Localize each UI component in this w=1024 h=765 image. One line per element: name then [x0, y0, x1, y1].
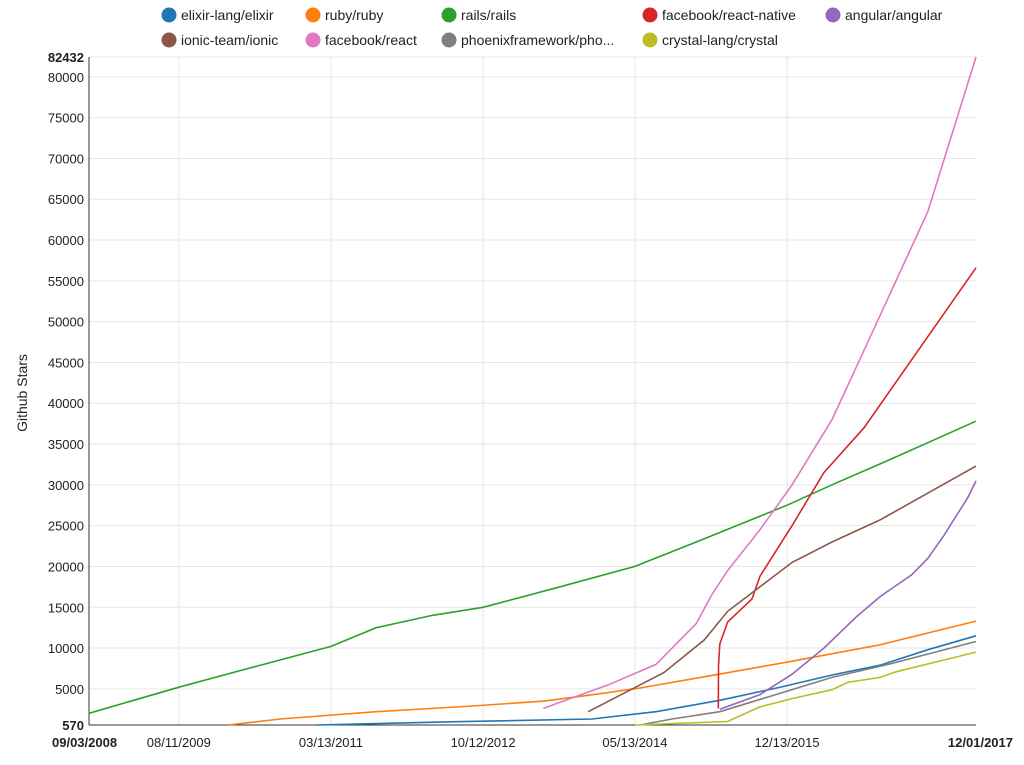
x-tick-label: 05/13/2014 [602, 735, 667, 750]
series-line-facebook-react [543, 56, 977, 710]
y-tick-label: 5000 [55, 682, 84, 697]
series-lines [88, 56, 977, 726]
grid [89, 56, 976, 726]
x-tick-label: 08/11/2009 [147, 735, 211, 750]
x-tick-label: 12/01/2017 [948, 735, 1013, 750]
legend-item-facebook-react[interactable]: facebook/react [305, 32, 417, 48]
y-tick-label: 30000 [48, 478, 84, 493]
series-line-facebook-react-native [717, 267, 977, 709]
legend-label: crystal-lang/crystal [662, 32, 778, 48]
x-tick-label: 03/13/2011 [299, 735, 363, 750]
y-tick-label: 45000 [48, 355, 84, 370]
y-tick-label: 65000 [48, 192, 84, 207]
legend-item-crystal-lang-crystal[interactable]: crystal-lang/crystal [642, 32, 778, 48]
y-tick-label: 10000 [48, 641, 84, 656]
legend: elixir-lang/elixir ruby/ruby rails/rails fa… [161, 7, 943, 48]
legend-label: ruby/ruby [325, 7, 383, 23]
y-tick-label: 70000 [48, 151, 84, 166]
legend-swatch [642, 7, 658, 23]
y-tick-label: 25000 [48, 519, 84, 534]
legend-item-rails-rails[interactable]: rails/rails [441, 7, 517, 23]
y-axis-title: Github Stars [14, 354, 30, 432]
legend-item-ionic-team-ionic[interactable]: ionic-team/ionic [161, 32, 279, 48]
legend-item-angular-angular[interactable]: angular/angular [825, 7, 943, 23]
legend-label: angular/angular [845, 7, 943, 23]
y-tick-label: 35000 [48, 437, 84, 452]
series-line-ruby-ruby [228, 620, 977, 726]
y-tick-label: 40000 [48, 396, 84, 411]
legend-swatch [161, 32, 177, 48]
y-tick-label: 60000 [48, 233, 84, 248]
legend-swatch [305, 7, 321, 23]
x-tick-label: 10/12/2012 [451, 735, 516, 750]
y-tick-label: 82432 [48, 50, 84, 65]
axes: 570 5000 10000 15000 20000 25000 30000 35000 400… [48, 50, 1013, 750]
legend-swatch [161, 7, 177, 23]
series-line-elixir-lang-elixir [315, 635, 977, 726]
x-tick-label: 12/13/2015 [755, 735, 820, 750]
legend-swatch [642, 32, 658, 48]
legend-swatch [441, 32, 457, 48]
legend-label: facebook/react [325, 32, 417, 48]
series-line-crystal-lang-crystal [634, 651, 977, 726]
legend-item-phoenixframework-pho[interactable]: phoenixframework/pho... [441, 32, 615, 48]
legend-swatch [305, 32, 321, 48]
y-tick-label: 55000 [48, 274, 84, 289]
legend-label: ionic-team/ionic [181, 32, 278, 48]
y-tick-label: 50000 [48, 315, 84, 330]
series-line-phoenixframework-pho [639, 640, 977, 726]
legend-item-elixir-lang-elixir[interactable]: elixir-lang/elixir [161, 7, 274, 23]
y-tick-label: 15000 [48, 600, 84, 615]
y-tick-label: 75000 [48, 111, 84, 126]
y-tick-label: 570 [62, 718, 84, 733]
legend-swatch [825, 7, 841, 23]
series-line-ionic-team-ionic [587, 465, 977, 713]
series-line-angular-angular [719, 480, 977, 711]
legend-label: phoenixframework/pho... [461, 32, 614, 48]
legend-item-ruby-ruby[interactable]: ruby/ruby [305, 7, 384, 23]
legend-item-facebook-react-native[interactable]: facebook/react-native [642, 7, 797, 23]
x-tick-label: 09/03/2008 [52, 735, 117, 750]
legend-swatch [441, 7, 457, 23]
legend-label: facebook/react-native [662, 7, 796, 23]
y-tick-label: 20000 [48, 559, 84, 574]
series-line-rails-rails [88, 420, 977, 715]
legend-label: elixir-lang/elixir [181, 7, 274, 23]
y-tick-label: 80000 [48, 70, 84, 85]
legend-label: rails/rails [461, 7, 516, 23]
